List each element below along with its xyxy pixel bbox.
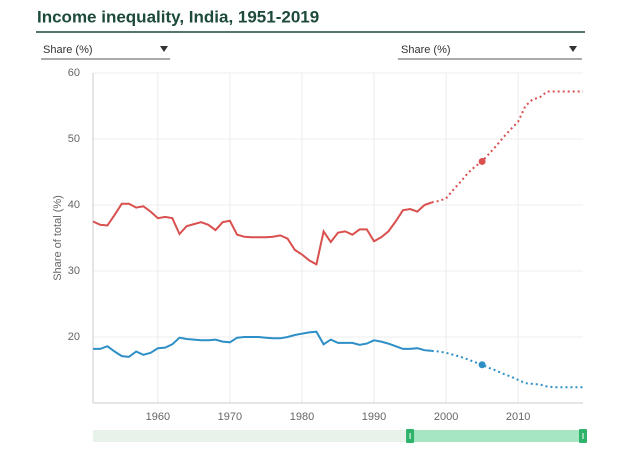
dropdown-arrow[interactable]: [569, 46, 577, 52]
line-projection: [431, 90, 583, 204]
chart-title: Income inequality, India, 1951-2019: [37, 7, 319, 26]
slider-selection[interactable]: [410, 430, 583, 442]
x-tick-label: 2010: [506, 411, 530, 423]
x-tick-label: 1980: [290, 411, 314, 423]
x-tick-label: 1960: [146, 411, 170, 423]
dropdown-arrow[interactable]: [160, 46, 168, 52]
y-tick-label: 40: [68, 199, 80, 211]
y-tick-label: 50: [68, 133, 80, 145]
y-tick-label: 60: [68, 67, 80, 79]
dropdown[interactable]: Share (%): [41, 44, 170, 60]
line-projection: [431, 349, 583, 389]
x-tick-label: 1990: [362, 411, 386, 423]
y-tick-label: 30: [68, 265, 80, 277]
dropdown[interactable]: Share (%): [398, 44, 582, 60]
dropdown-label[interactable]: Share (%): [401, 44, 451, 56]
line-series: [92, 201, 433, 266]
y-axis-label: Share of total (%): [52, 195, 64, 281]
dropdown-label[interactable]: Share (%): [43, 44, 93, 56]
y-tick-label: 20: [68, 331, 80, 343]
highlight-dot: [478, 157, 486, 165]
x-tick-label: 1970: [218, 411, 242, 423]
x-tick-label: 2000: [434, 411, 458, 423]
highlight-dot: [478, 361, 486, 369]
line-series: [93, 330, 432, 358]
